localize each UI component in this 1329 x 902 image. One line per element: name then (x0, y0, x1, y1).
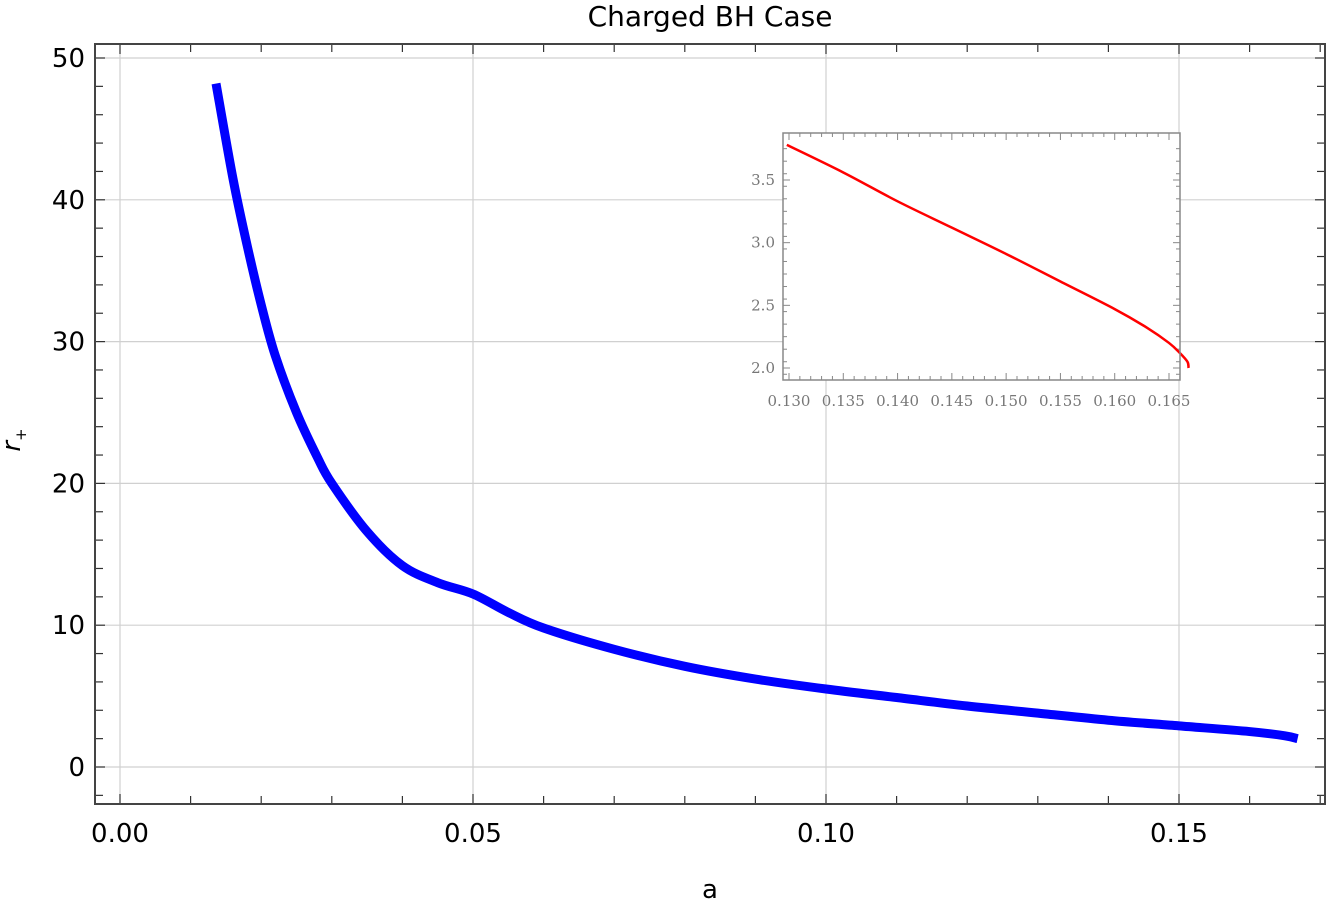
x-tick-label: 0.15 (1150, 819, 1208, 849)
inset-x-tick-label: 0.165 (1148, 392, 1191, 410)
inset-plot: 0.130 0.135 0.140 0.145 0.150 0.155 0.160 0.165… (751, 132, 1190, 410)
x-tick-label: 0.00 (91, 819, 149, 849)
y-axis-label: r+ (0, 428, 30, 451)
main-ticks (95, 44, 1325, 804)
inset-y-tick-label: 2.0 (751, 359, 775, 377)
inset-y-tick-label: 3.0 (751, 234, 775, 252)
x-tick-label: 0.10 (797, 819, 855, 849)
svg-text:r+: r+ (0, 428, 30, 451)
inset-plot-frame (782, 132, 1181, 381)
inset-x-tick-label: 0.140 (876, 392, 919, 410)
y-tick-label: 0 (68, 753, 85, 783)
y-tick-label: 50 (52, 44, 85, 74)
x-axis-label: a (702, 875, 718, 902)
inset-x-tick-label: 0.160 (1093, 392, 1136, 410)
x-tick-label: 0.05 (444, 819, 502, 849)
inset-tick-labels: 0.130 0.135 0.140 0.145 0.150 0.155 0.160 0.165… (751, 171, 1190, 410)
y-axis-label-r: r (0, 439, 27, 452)
inset-x-tick-label: 0.155 (1039, 392, 1082, 410)
inset-x-tick-label: 0.150 (985, 392, 1028, 410)
inset-background (783, 133, 1180, 380)
inset-y-tick-label: 3.5 (751, 171, 775, 189)
y-axis-label-subscript: + (12, 428, 30, 441)
chart-title: Charged BH Case (588, 0, 833, 33)
main-plot-frame (94, 43, 1326, 805)
inset-x-tick-label: 0.135 (822, 392, 865, 410)
inset-y-tick-label: 2.5 (751, 296, 775, 314)
inset-x-tick-label: 0.145 (930, 392, 973, 410)
y-tick-label: 20 (52, 469, 85, 499)
inset-x-tick-label: 0.130 (768, 392, 811, 410)
main-curve (211, 82, 1299, 744)
y-tick-label: 40 (52, 186, 85, 216)
y-tick-label: 10 (52, 611, 85, 641)
y-tick-label: 30 (52, 328, 85, 358)
